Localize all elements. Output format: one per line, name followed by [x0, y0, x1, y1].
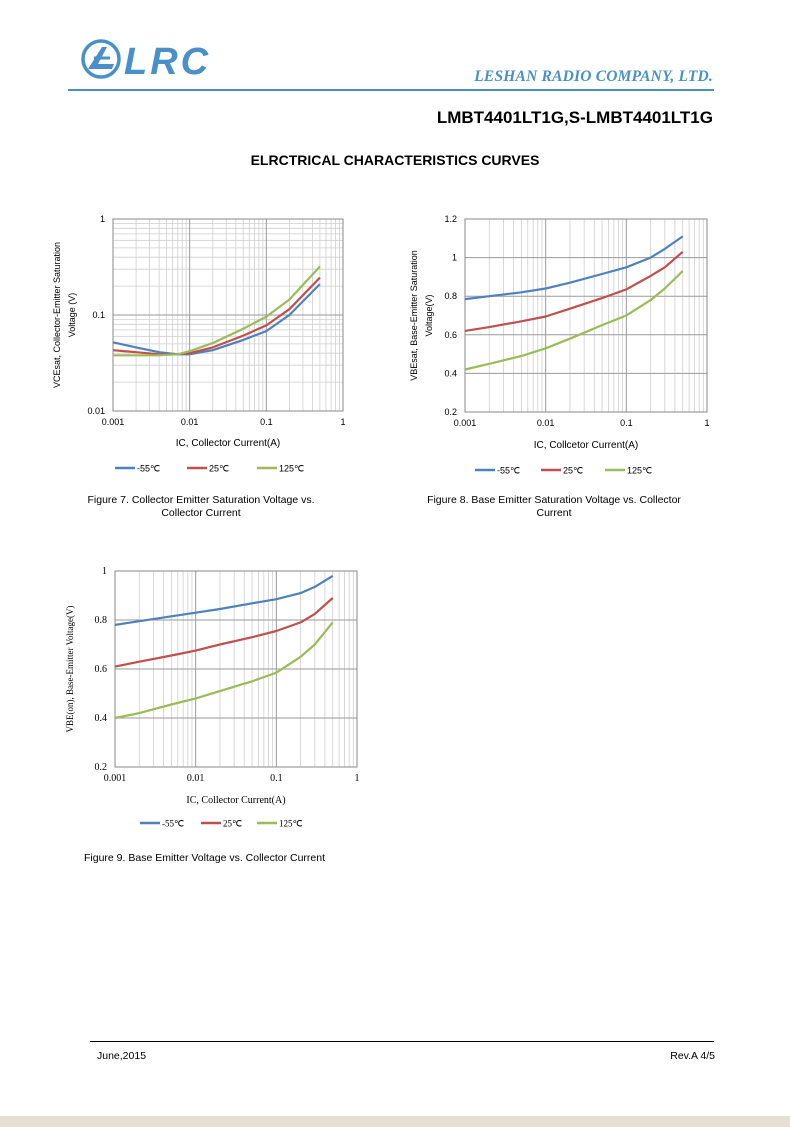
y-tick-label: 0.4 — [95, 713, 108, 724]
legend-label: -55℃ — [162, 819, 184, 829]
legend-label: -55℃ — [137, 464, 160, 474]
part-number: LMBT4401LT1G,S-LMBT4401LT1G — [436, 108, 713, 127]
series-line — [464, 250, 684, 332]
y-tick-label: 1 — [100, 214, 105, 224]
x-tick-label: 0.001 — [104, 773, 127, 784]
figure-8-caption-line: Current — [536, 507, 572, 519]
x-tick-label: 1 — [704, 418, 709, 428]
y-tick-label: 0.4 — [444, 368, 457, 378]
x-tick-label: 0.01 — [181, 417, 199, 427]
figure-9-chart: 0.001 0.01 0.1 1 1 0.8 0.6 0.4 0.2 VBE(on), Base-… — [65, 566, 360, 829]
header-rule — [68, 89, 714, 91]
y-tick-label: 0.8 — [95, 615, 108, 626]
y-tick-label: 1 — [102, 566, 107, 577]
x-tick-label: 0.001 — [102, 417, 125, 427]
footer-rule — [90, 1041, 714, 1042]
figure-8-caption: Figure 8. Base Emitter Saturation Voltag… — [412, 494, 696, 520]
y-tick-label: 0.6 — [95, 664, 108, 675]
x-tick-label: 1 — [355, 773, 360, 784]
y-axis-label: Voltage(V) — [424, 294, 434, 336]
section-title: ELRCTRICAL CHARACTERISTICS CURVES — [250, 152, 540, 168]
y-axis-label: VBEsat, Base-Emitter Saturation — [409, 250, 419, 381]
plot-frame — [112, 218, 344, 412]
legend-label: -55℃ — [497, 466, 520, 476]
y-tick-label: 0.01 — [87, 406, 105, 416]
series-line — [113, 265, 321, 357]
y-tick-label: 0.2 — [444, 407, 457, 417]
company-name: LESHAN RADIO COMPANY, LTD. — [474, 68, 713, 85]
plot-frame — [114, 570, 358, 768]
plot-frame — [464, 218, 708, 413]
footer-revision: Rev.A 4/5 — [670, 1050, 715, 1062]
x-tick-label: 0.1 — [260, 417, 273, 427]
legend-label: 25℃ — [223, 819, 242, 829]
x-tick-label: 0.01 — [537, 418, 555, 428]
page-bottom-band — [0, 1116, 790, 1127]
legend-label: 125℃ — [627, 466, 652, 476]
y-tick-label: 1 — [452, 253, 457, 263]
series-line — [112, 276, 321, 356]
x-tick-label: 1 — [340, 417, 345, 427]
y-axis-label: Voltage (V) — [67, 293, 77, 338]
x-tick-label: 0.001 — [454, 418, 477, 428]
legend-label: 125℃ — [279, 819, 303, 829]
x-axis-label: IC, Collector Current(A) — [186, 795, 285, 806]
lrc-logo: LRC — [81, 39, 211, 83]
series-line — [464, 270, 684, 371]
x-axis-label: IC, Collcetor Current(A) — [534, 440, 638, 451]
series-line — [114, 574, 334, 626]
series-line — [112, 283, 321, 356]
y-tick-label: 0.6 — [444, 330, 457, 340]
legend-label: 25℃ — [209, 464, 229, 474]
legend-label: 125℃ — [279, 464, 304, 474]
series-line — [114, 621, 334, 720]
figure-8-chart: 0.001 0.01 0.1 1 1.2 1 0.8 0.6 0.4 0.2 VBEsat, Bas… — [409, 214, 710, 476]
x-tick-label: 0.1 — [620, 418, 633, 428]
logo-text: LRC — [124, 41, 211, 83]
y-tick-label: 0.1 — [92, 310, 105, 320]
legend-label: 25℃ — [563, 466, 583, 476]
figure-8-caption-line: Figure 8. Base Emitter Saturation Voltag… — [427, 494, 681, 506]
x-tick-label: 0.1 — [270, 773, 283, 784]
y-axis-label: VBE(on), Base-Emitter Voltage(V) — [65, 606, 75, 733]
figure-7-caption-line: Figure 7. Collector Emitter Saturation V… — [87, 494, 315, 506]
x-tick-label: 0.01 — [187, 773, 205, 784]
figure-7-caption-line: Collector Current — [161, 507, 241, 519]
series-line — [114, 597, 334, 668]
figure-7-caption: Figure 7. Collector Emitter Saturation V… — [62, 494, 340, 520]
y-axis-label: VCEsat, Collector-Emitter Saturation — [52, 242, 62, 388]
y-tick-label: 0.2 — [95, 762, 108, 773]
footer-date: June,2015 — [97, 1050, 147, 1062]
x-axis-label: IC, Collector Current(A) — [176, 438, 280, 449]
figure-9-caption-line: Figure 9. Base Emitter Voltage vs. Colle… — [84, 852, 326, 864]
y-tick-label: 1.2 — [444, 214, 457, 224]
series-line — [464, 235, 684, 301]
y-tick-label: 0.8 — [444, 291, 457, 301]
figure-9-caption: Figure 9. Base Emitter Voltage vs. Colle… — [84, 852, 325, 865]
